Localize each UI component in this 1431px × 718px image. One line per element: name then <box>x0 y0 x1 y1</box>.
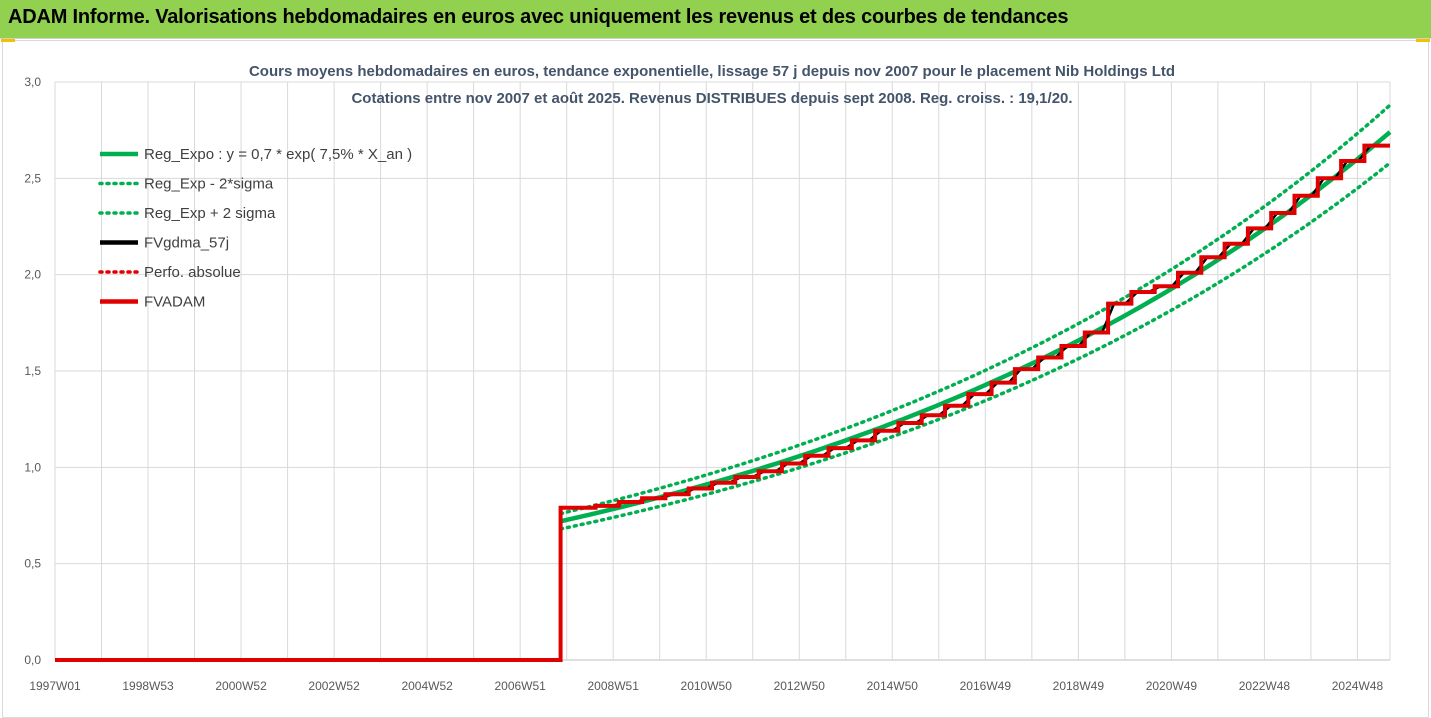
legend-label: Reg_Exp - 2*sigma <box>144 176 274 193</box>
reg-expo-series <box>560 130 1392 524</box>
chart-title: Cours moyens hebdomadaires en euros, ten… <box>249 63 1175 80</box>
legend-label: FVgdma_57j <box>144 235 229 252</box>
x-tick-label: 2020W49 <box>1146 679 1198 693</box>
y-tick-label: 0,5 <box>24 557 41 571</box>
x-tick-label: 2002W52 <box>308 679 360 693</box>
x-tick-label: 2018W49 <box>1053 679 1105 693</box>
fvgdma-57j-series <box>560 144 1391 510</box>
chart-subtitle: Cotations entre nov 2007 et août 2025. R… <box>351 90 1072 107</box>
legend-label: Perfo. absolue <box>144 264 241 281</box>
y-tick-label: 2,0 <box>24 268 41 282</box>
x-tick-label: 2000W52 <box>215 679 267 693</box>
x-tick-label: 2004W52 <box>401 679 453 693</box>
x-tick-label: 2024W48 <box>1332 679 1384 693</box>
legend-label: Reg_Exp + 2 sigma <box>144 205 276 222</box>
y-axis: 0,0 0,5 1,0 1,5 2,0 2,5 3,0 <box>24 75 41 667</box>
reg-exp-plus-2sigma-series <box>558 103 1392 516</box>
x-tick-label: 2010W50 <box>681 679 733 693</box>
x-tick-label: 1997W01 <box>29 679 81 693</box>
reg-exp-minus-2sigma-series <box>558 161 1392 531</box>
y-tick-label: 3,0 <box>24 75 41 89</box>
banner-title: ADAM Informe. Valorisations hebdomadaire… <box>8 6 1069 28</box>
x-tick-label: 2022W48 <box>1239 679 1291 693</box>
frame-corner <box>1 39 15 42</box>
x-axis: 1997W01 1998W53 2000W52 2002W52 2004W52 2006W… <box>29 679 1383 693</box>
x-tick-label: 2012W50 <box>774 679 826 693</box>
x-tick-label: 2016W49 <box>960 679 1012 693</box>
chart-frame <box>1 39 1430 718</box>
x-tick-label: 2014W50 <box>867 679 919 693</box>
y-tick-label: 2,5 <box>24 171 41 185</box>
legend: Reg_Expo : y = 0,7 * exp( 7,5% * X_an ) R… <box>98 146 412 311</box>
legend-label: Reg_Expo : y = 0,7 * exp( 7,5% * X_an ) <box>144 146 412 163</box>
x-tick-label: 1998W53 <box>122 679 174 693</box>
frame-corner <box>1416 39 1430 42</box>
y-tick-label: 1,0 <box>24 460 41 474</box>
grid <box>54 81 1391 661</box>
legend-label: FVADAM <box>144 294 205 311</box>
banner: ADAM Informe. Valorisations hebdomadaire… <box>0 0 1431 39</box>
y-tick-label: 0,0 <box>24 653 41 667</box>
fvadam-series <box>55 143 1391 662</box>
x-tick-label: 2006W51 <box>494 679 546 693</box>
series <box>55 103 1392 662</box>
x-tick-label: 2008W51 <box>588 679 640 693</box>
y-tick-label: 1,5 <box>24 364 41 378</box>
